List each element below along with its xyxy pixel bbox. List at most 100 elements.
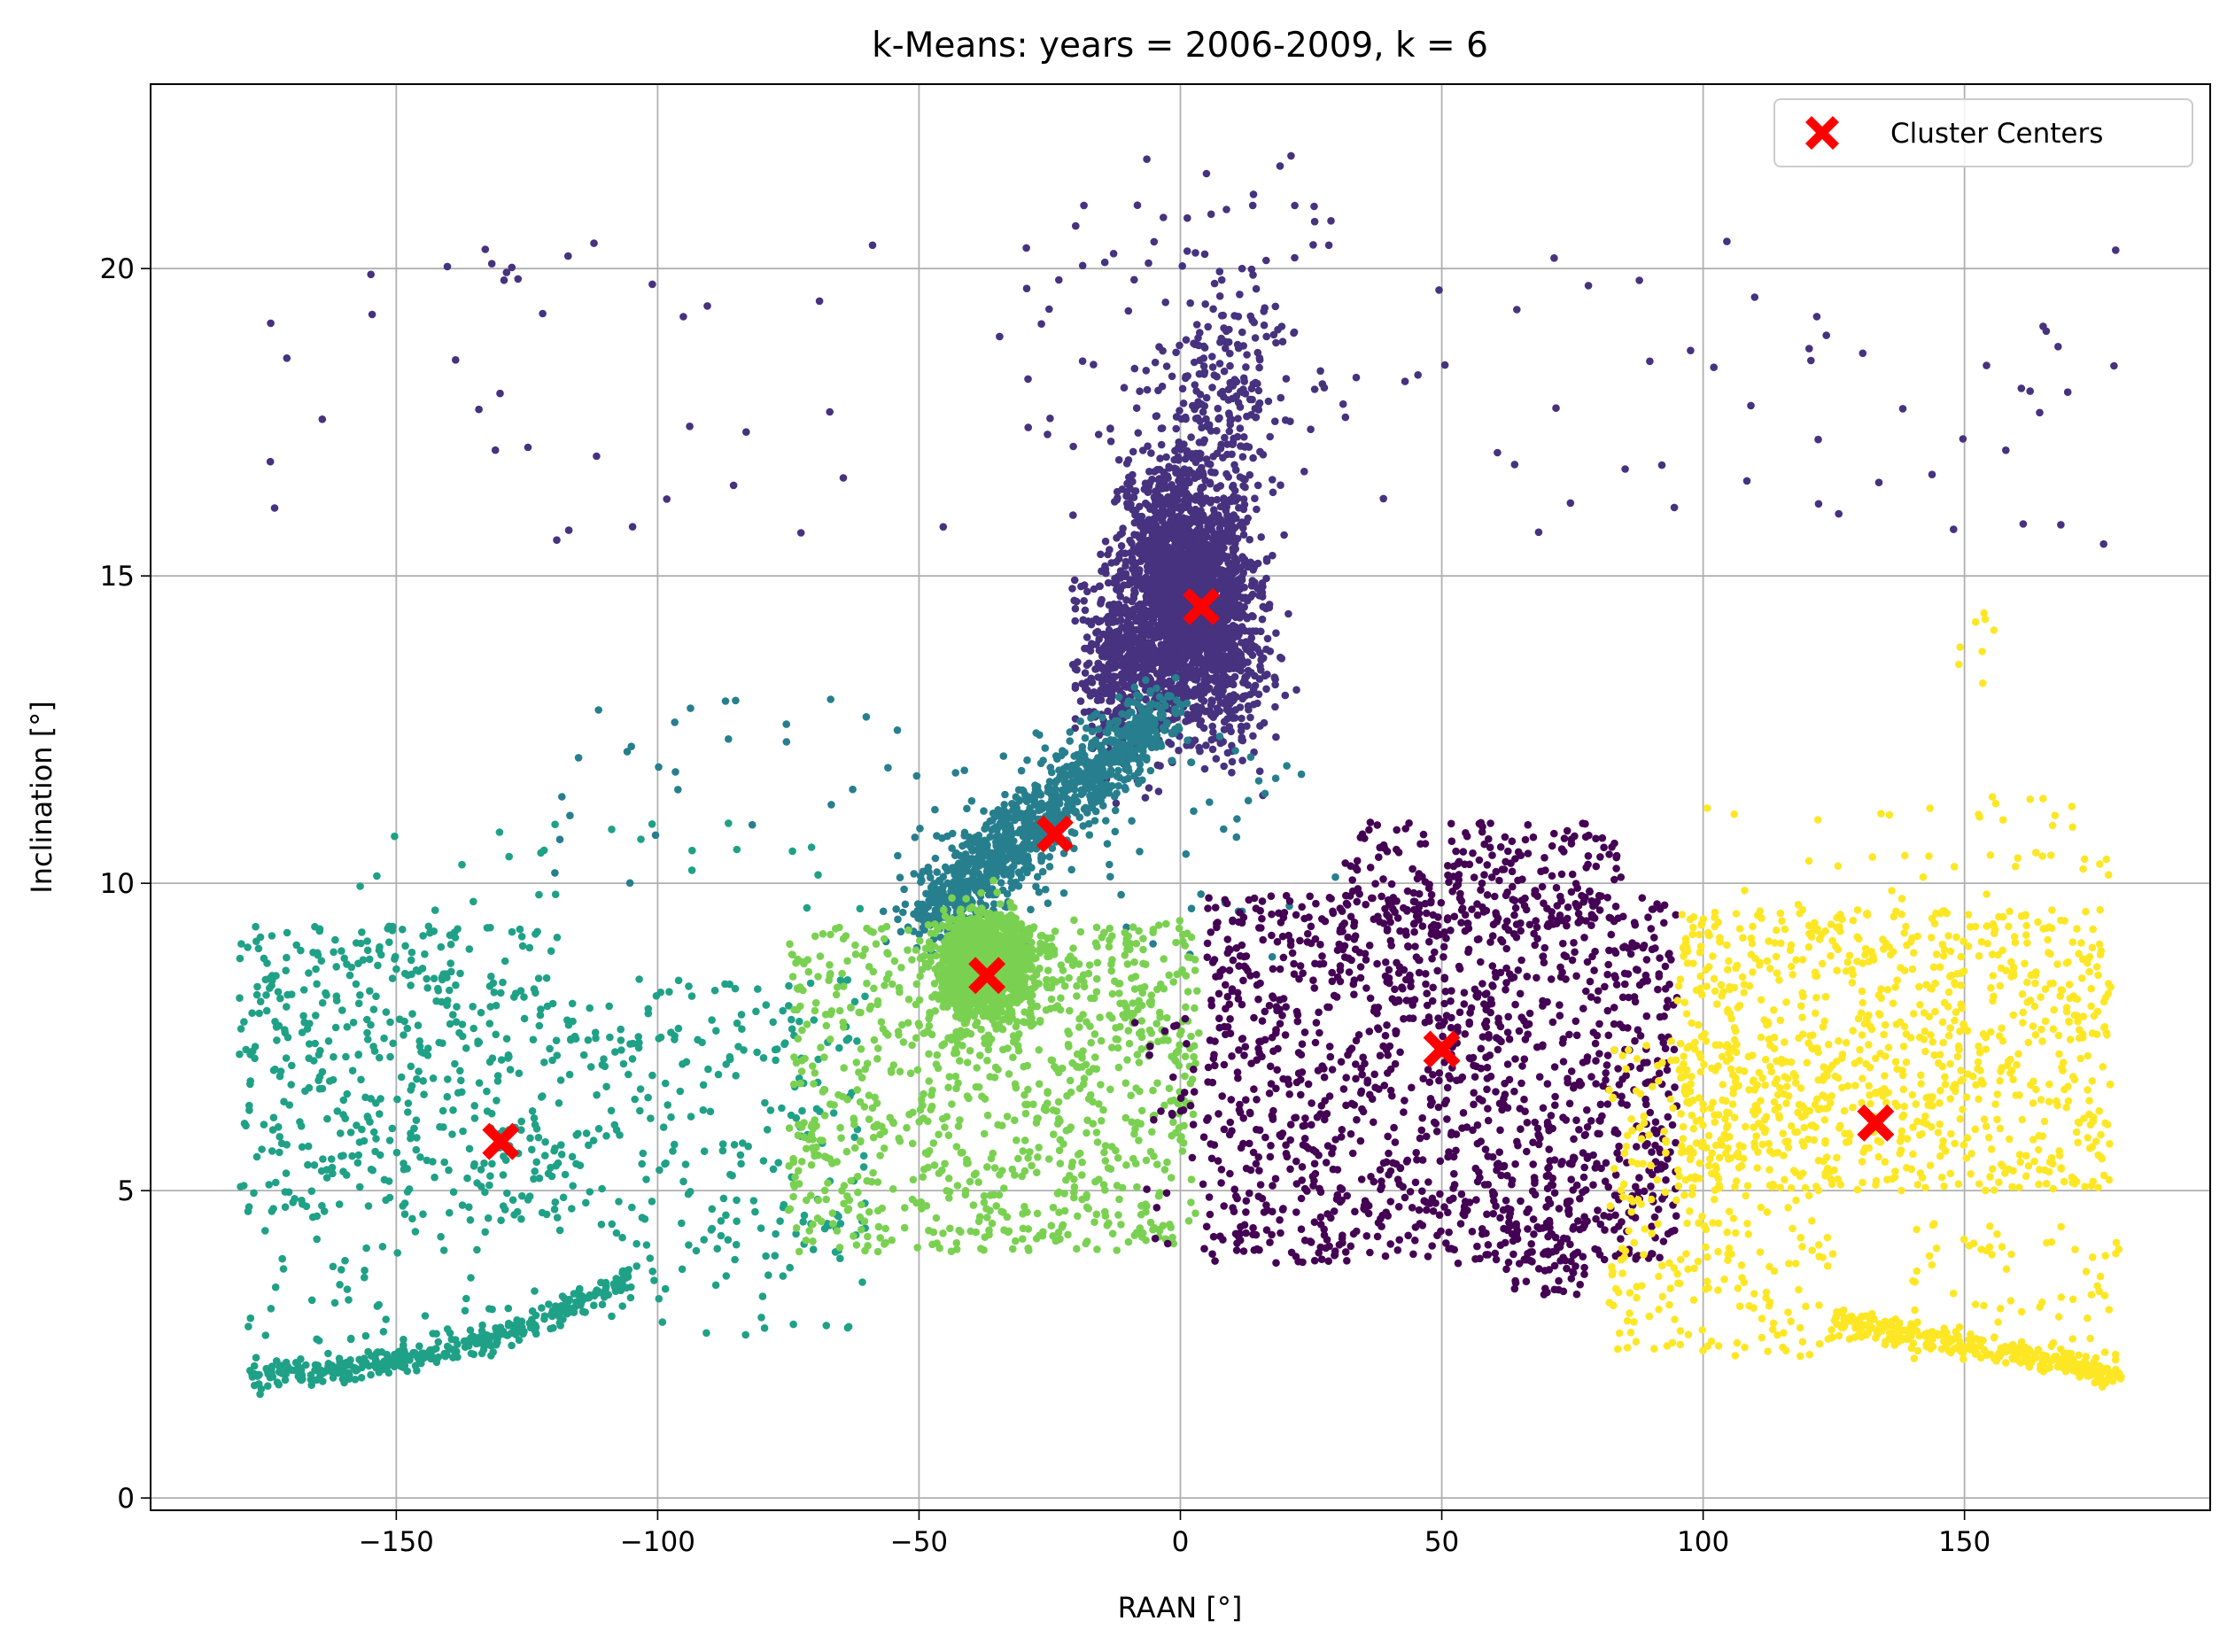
data-point — [726, 1052, 734, 1061]
data-point — [826, 695, 834, 703]
data-point — [244, 1207, 252, 1215]
data-point — [384, 1177, 393, 1185]
data-point — [1199, 665, 1207, 673]
data-point — [1166, 500, 1175, 508]
data-point — [1255, 353, 1264, 362]
data-point — [757, 1224, 765, 1232]
data-point — [1234, 664, 1242, 673]
data-point — [528, 1145, 536, 1154]
data-point — [363, 1028, 371, 1037]
data-point — [354, 1151, 363, 1160]
data-point — [1290, 328, 1299, 337]
data-point — [557, 1151, 566, 1159]
data-point — [1094, 725, 1103, 733]
data-point — [1047, 768, 1056, 777]
data-point — [1028, 809, 1037, 818]
data-point — [1117, 890, 1125, 899]
data-point — [553, 1214, 562, 1222]
data-point — [520, 1014, 529, 1023]
data-point — [1045, 853, 1054, 861]
data-point — [1227, 568, 1235, 577]
data-point — [1165, 738, 1173, 747]
data-point — [407, 1062, 415, 1071]
data-point — [1170, 612, 1178, 621]
data-point — [376, 1110, 384, 1118]
data-point — [2099, 539, 2107, 548]
data-point — [1213, 495, 1222, 504]
data-point — [1235, 504, 1243, 512]
data-point — [1215, 524, 1224, 532]
data-point — [268, 1147, 276, 1155]
data-point — [419, 1077, 428, 1085]
data-point — [1113, 534, 1121, 542]
data-point — [429, 1074, 438, 1082]
data-point — [1182, 640, 1190, 648]
data-point — [450, 928, 459, 936]
data-point — [644, 1093, 652, 1102]
data-point — [910, 910, 918, 919]
data-point — [1072, 807, 1080, 816]
data-point — [252, 937, 260, 945]
data-point — [1097, 686, 1105, 694]
data-point — [815, 297, 824, 306]
data-point — [327, 1155, 336, 1163]
data-point — [655, 763, 663, 772]
data-point — [404, 1099, 413, 1107]
data-point — [1159, 346, 1167, 355]
data-point — [446, 986, 454, 995]
data-point — [1092, 710, 1100, 717]
data-point — [1223, 531, 1231, 539]
data-point — [424, 922, 433, 931]
data-point — [323, 1114, 331, 1123]
data-point — [1268, 952, 1277, 961]
data-point — [1168, 756, 1176, 764]
data-point — [242, 1121, 250, 1130]
data-point — [1114, 693, 1123, 702]
data-point — [1009, 829, 1017, 838]
data-point — [1059, 764, 1068, 772]
data-point — [1080, 581, 1089, 589]
data-point — [1835, 509, 1843, 518]
data-point — [951, 851, 959, 859]
data-point — [1131, 487, 1140, 495]
data-point — [1145, 468, 1153, 476]
data-point — [1115, 741, 1124, 749]
data-point — [859, 1152, 868, 1160]
data-point — [282, 966, 291, 974]
data-point — [1222, 503, 1230, 511]
data-point — [1184, 477, 1192, 486]
data-point — [419, 1049, 428, 1057]
data-point — [1191, 249, 1199, 257]
data-point — [448, 1130, 456, 1138]
data-point — [1133, 691, 1141, 699]
data-point — [1224, 515, 1232, 523]
data-point — [1253, 379, 1261, 388]
data-point — [347, 963, 356, 972]
data-point — [283, 953, 291, 962]
data-point — [1120, 581, 1128, 589]
data-point — [1213, 684, 1222, 693]
data-point — [1097, 796, 1105, 805]
data-point — [627, 742, 635, 750]
data-point — [1214, 518, 1222, 526]
data-point — [1249, 190, 1258, 198]
data-point — [1237, 726, 1246, 735]
data-point — [1033, 825, 1042, 834]
data-point — [1199, 697, 1208, 705]
data-point — [483, 924, 492, 932]
data-point — [1191, 642, 1199, 650]
data-point — [1246, 535, 1253, 544]
data-point — [1300, 468, 1308, 476]
data-point — [1220, 367, 1229, 376]
data-point — [444, 1075, 452, 1083]
data-point — [1244, 562, 1252, 571]
data-point — [349, 1019, 358, 1027]
data-point — [517, 933, 526, 941]
data-point — [1171, 708, 1179, 716]
data-point — [1178, 384, 1187, 393]
data-point — [1129, 470, 1137, 479]
data-point — [1213, 427, 1221, 435]
data-point — [1000, 801, 1008, 809]
data-point — [1223, 450, 1231, 459]
data-point — [503, 1189, 511, 1198]
